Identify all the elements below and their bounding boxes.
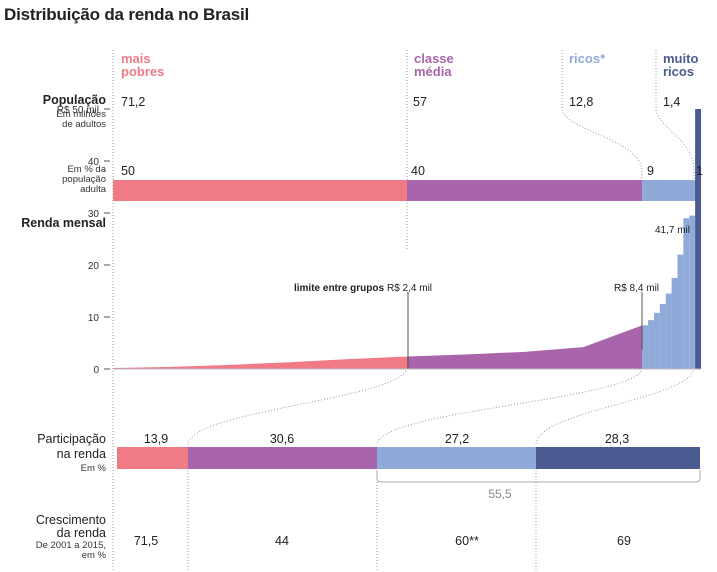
axis-tick-label: 10: [88, 313, 100, 324]
renda-curve: [113, 109, 701, 370]
pop-value-ricos: 12,8: [569, 95, 594, 109]
divider-p3: [535, 367, 695, 446]
axis-tick-label: 30: [88, 209, 100, 220]
curve-bar-ricos: [659, 304, 666, 369]
renda-axis: R$ 50 mil 40 30 20 10 0: [57, 105, 110, 376]
pop-value-pobres: 71,2: [121, 95, 146, 109]
sum-bracket: [376, 470, 701, 483]
part-value-media: 30,6: [269, 432, 295, 446]
max-label: 41,7 mil: [655, 225, 690, 236]
participacao-sub: Em %: [80, 463, 106, 474]
axis-tick-label: 20: [88, 261, 100, 272]
part-value-muito: 28,3: [604, 432, 630, 446]
curve-area-pobres: [113, 356, 407, 369]
pop-value-muito: 1,4: [663, 95, 681, 109]
pop-bar-media: [407, 180, 643, 201]
cresc-value-muito: 69: [617, 534, 631, 548]
populacao-sub: Em milhões de adultos: [56, 109, 106, 130]
group-header-pobres: mais pobres: [121, 51, 165, 79]
divider-p2: [376, 367, 643, 446]
pct-value-pobres: 50: [121, 164, 135, 178]
curve-area-media: [407, 325, 643, 369]
divider-ricos-muito: [655, 50, 695, 180]
renda-label: Renda mensal: [21, 216, 106, 230]
cresc-value-pobres: 71,5: [133, 534, 159, 548]
crescimento-label: Crescimento da renda: [35, 513, 106, 540]
population-bar: [113, 180, 701, 201]
curve-bar-ricos: [648, 320, 654, 369]
crescimento-sub: De 2001 a 2015, em %: [35, 540, 106, 561]
participation-bar: [117, 447, 700, 469]
part-bar-media: [188, 447, 377, 469]
participacao-label: Participação na renda: [37, 432, 106, 461]
group-header-ricos: ricos*: [569, 51, 606, 66]
cresc-value-ricos: 60**: [455, 534, 479, 548]
axis-tick-label: 40: [88, 157, 100, 168]
limite2-label: R$ 8,4 mil: [614, 283, 659, 294]
curve-bar-ricos: [689, 215, 696, 369]
part-bar-pobres: [117, 447, 188, 469]
pop-bar-pobres: [113, 180, 407, 201]
divider-p1: [187, 367, 408, 446]
divider-media-ricos: [561, 50, 643, 180]
curve-bar-ricos: [683, 218, 690, 369]
limite1-label: R$ 2,4 mil: [387, 283, 432, 294]
group-header-media: classe média: [414, 51, 454, 79]
curve-bar-ricos: [671, 278, 678, 369]
curve-bar-ricos: [642, 325, 649, 369]
sum-label: 55,5: [488, 487, 512, 501]
pct-value-muito: 1: [696, 164, 703, 178]
pop-value-media: 57: [413, 95, 427, 109]
curve-bar-muito-ricos: [695, 109, 701, 369]
page-title: Distribuição da renda no Brasil: [4, 5, 250, 24]
pct-value-media: 40: [411, 164, 425, 178]
axis-tick-label: 0: [93, 365, 99, 376]
axis-tick-label: R$ 50 mil: [57, 105, 99, 116]
curve-bar-ricos: [677, 254, 684, 369]
curve-bar-ricos: [653, 312, 660, 369]
part-bar-muito-ricos: [536, 447, 700, 469]
limite-label: limite entre grupos: [294, 283, 384, 294]
pct-value-ricos: 9: [647, 164, 654, 178]
group-header-muito-ricos: muito ricos: [663, 51, 699, 79]
pct-pop-sub: Em % da população adulta: [62, 164, 106, 195]
curve-bar-ricos: [665, 293, 672, 369]
part-value-pobres: 13,9: [143, 432, 169, 446]
part-bar-ricos: [377, 447, 536, 469]
populacao-label: População: [42, 93, 106, 107]
cresc-value-media: 44: [275, 534, 289, 548]
pop-bar-ricos: [642, 180, 696, 201]
part-value-ricos: 27,2: [444, 432, 470, 446]
